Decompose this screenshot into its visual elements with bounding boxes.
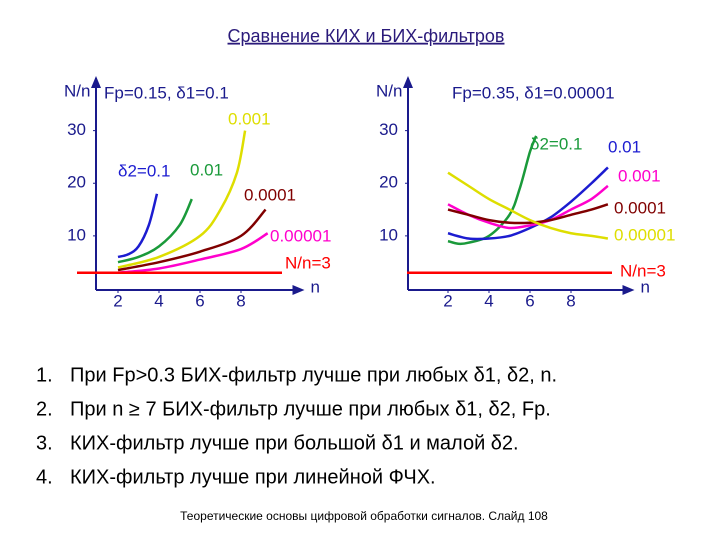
x-axis-label: n <box>311 277 320 296</box>
x-tick-label: 4 <box>154 291 163 310</box>
series-label: 0.0001 <box>244 185 296 204</box>
y-axis-label: N/n <box>64 81 90 100</box>
series-label: δ2=0.1 <box>530 134 582 153</box>
series-line <box>117 208 267 272</box>
series-label: N/n=3 <box>620 261 666 280</box>
y-axis-label: N/n <box>376 81 402 100</box>
series-line <box>117 232 269 274</box>
list-text: КИХ-фильтр лучше при большой δ1 и малой … <box>70 432 519 454</box>
y-tick-label: 30 <box>67 120 86 139</box>
y-axis-arrow <box>91 76 101 88</box>
list-text: При Fp>0.3 БИХ-фильтр лучше при любых δ1… <box>70 364 557 386</box>
series-line <box>117 193 159 259</box>
slide-title: Сравнение КИХ и БИХ-фильтров <box>228 26 505 46</box>
series-label: δ2=0.1 <box>118 161 170 180</box>
y-tick-label: 10 <box>379 225 398 244</box>
x-tick-label: 4 <box>484 291 493 310</box>
x-axis-arrow <box>622 285 635 295</box>
series-line <box>447 171 609 240</box>
x-tick-label: 6 <box>525 291 534 310</box>
y-tick-label: 20 <box>379 173 398 192</box>
list-number: 1. <box>36 364 53 386</box>
series-label: 0.0001 <box>614 198 666 217</box>
x-tick-label: 8 <box>566 291 575 310</box>
y-axis-arrow <box>403 76 413 88</box>
series-label: N/n=3 <box>285 253 331 272</box>
chart-title: Fp=0.15, δ1=0.1 <box>104 83 229 102</box>
list-number: 2. <box>36 398 53 420</box>
list-text: При n ≥ 7 БИХ-фильтр лучше при любых δ1,… <box>70 398 551 420</box>
x-tick-label: 2 <box>113 291 122 310</box>
y-tick-label: 30 <box>379 120 398 139</box>
series-label: 0.01 <box>190 160 223 179</box>
x-axis-arrow <box>292 285 305 295</box>
series-label: 0.001 <box>618 166 661 185</box>
list-text: КИХ-фильтр лучше при линейной ФЧХ. <box>70 466 436 488</box>
list-number: 4. <box>36 466 53 488</box>
x-tick-label: 2 <box>443 291 452 310</box>
x-tick-label: 6 <box>195 291 204 310</box>
series-label: 0.00001 <box>614 225 675 244</box>
series-label: 0.00001 <box>270 226 331 245</box>
series-line <box>447 166 609 241</box>
chart-title: Fp=0.35, δ1=0.00001 <box>452 83 615 102</box>
footer: Теоретические основы цифровой обработки … <box>180 509 548 523</box>
series-line <box>447 203 609 225</box>
x-tick-label: 8 <box>236 291 245 310</box>
series-label: 0.001 <box>228 109 271 128</box>
series-line <box>117 198 193 264</box>
series-line <box>117 130 247 269</box>
y-tick-label: 20 <box>67 173 86 192</box>
series-label: 0.01 <box>608 137 641 156</box>
x-axis-label: n <box>641 277 650 296</box>
y-tick-label: 10 <box>67 225 86 244</box>
list-number: 3. <box>36 432 53 454</box>
